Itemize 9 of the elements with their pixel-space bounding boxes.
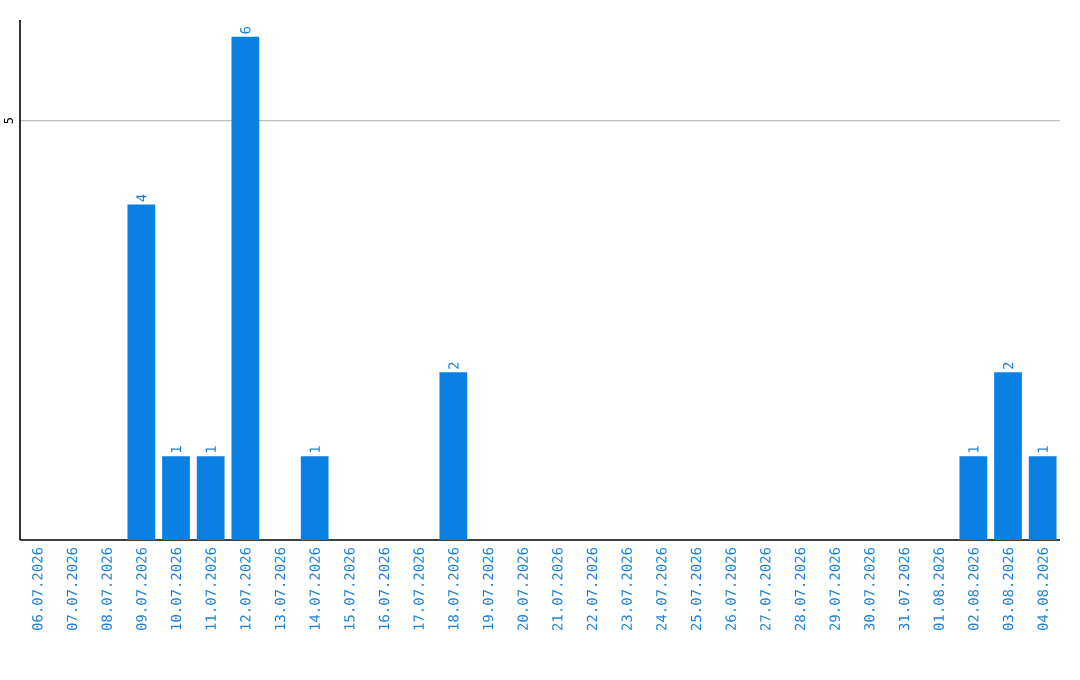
bar xyxy=(196,456,225,540)
bar xyxy=(300,456,329,540)
bar xyxy=(439,372,468,540)
bar xyxy=(162,456,190,540)
bar xyxy=(127,204,156,540)
bar xyxy=(231,36,260,540)
bar xyxy=(1028,456,1057,540)
bar xyxy=(994,372,1022,540)
bar xyxy=(959,456,988,540)
